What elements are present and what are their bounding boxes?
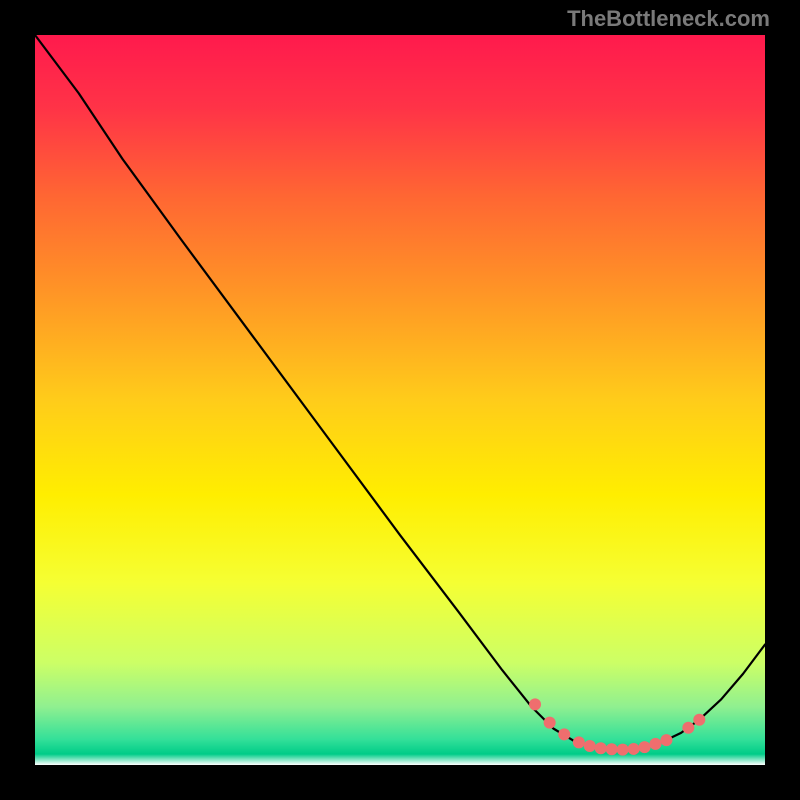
curve-marker — [693, 714, 705, 726]
curve-marker — [558, 728, 570, 740]
curve-marker — [660, 734, 672, 746]
curve-marker — [606, 743, 618, 755]
curve-marker — [529, 698, 541, 710]
bottleneck-chart — [0, 0, 800, 800]
curve-marker — [639, 741, 651, 753]
curve-marker — [617, 744, 629, 756]
curve-marker — [650, 738, 662, 750]
curve-marker — [544, 717, 556, 729]
plot-background — [35, 35, 765, 765]
curve-marker — [573, 736, 585, 748]
curve-marker — [682, 722, 694, 734]
curve-marker — [628, 743, 640, 755]
curve-marker — [595, 742, 607, 754]
stage: TheBottleneck.com — [0, 0, 800, 800]
curve-marker — [584, 740, 596, 752]
